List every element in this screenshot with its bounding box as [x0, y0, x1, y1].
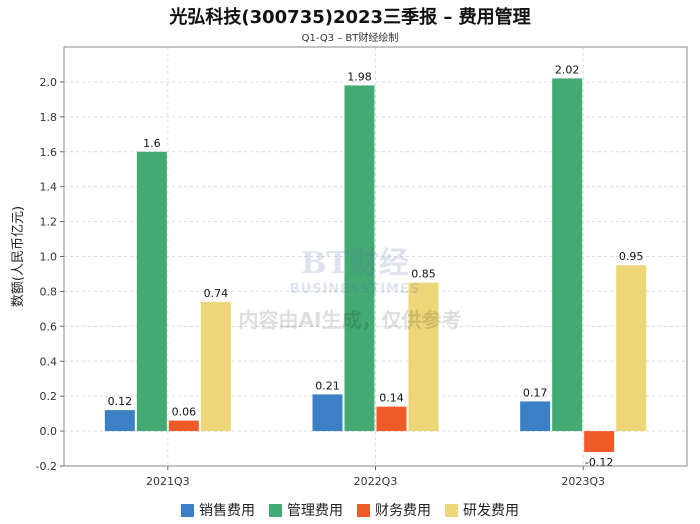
plot-frame — [63, 46, 688, 467]
data-label: 0.17 — [523, 386, 548, 399]
legend-label: 销售费用 — [199, 503, 255, 519]
legend-swatch — [445, 503, 458, 517]
x-tick-label: 2023Q3 — [561, 475, 605, 488]
legend-item: 销售费用 — [181, 500, 255, 520]
y-tick-label: 0.6 — [40, 320, 58, 333]
data-label: 0.85 — [411, 268, 436, 281]
data-label: 0.74 — [204, 287, 229, 300]
chart-title: 光弘科技(300735)2023三季报 – 费用管理 — [169, 7, 531, 28]
data-label: 0.21 — [315, 379, 340, 392]
bar — [376, 406, 407, 432]
x-tick-label: 2022Q3 — [354, 475, 398, 488]
y-tick-label: 0.4 — [40, 355, 58, 368]
data-label: 0.12 — [108, 395, 133, 408]
y-tick-label: 0.0 — [40, 425, 58, 438]
bar — [168, 420, 199, 432]
legend-label: 研发费用 — [463, 503, 519, 519]
y-tick-label: 0.2 — [40, 390, 58, 403]
data-label: 1.98 — [347, 70, 372, 83]
chart-subtitle: Q1-Q3 – BT财经绘制 — [301, 33, 399, 44]
bar — [520, 401, 551, 432]
bar — [136, 151, 167, 432]
bar — [200, 301, 231, 432]
data-label: -0.12 — [585, 456, 613, 469]
bar — [312, 394, 343, 432]
data-label: 0.95 — [619, 250, 644, 263]
y-tick-label: 0.8 — [40, 285, 58, 298]
y-tick-label: 1.2 — [40, 216, 58, 229]
legend-label: 管理费用 — [287, 503, 343, 519]
legend-label: 财务费用 — [375, 503, 431, 519]
legend-item: 财务费用 — [357, 500, 431, 520]
legend-swatch — [269, 503, 282, 517]
y-tick-label: 1.4 — [40, 181, 58, 194]
legend-swatch — [181, 503, 194, 517]
x-tick-label: 2021Q3 — [146, 475, 190, 488]
data-label: 0.14 — [379, 392, 404, 405]
bar — [344, 85, 375, 432]
data-label: 1.6 — [143, 137, 161, 150]
bar — [552, 78, 583, 432]
bar — [584, 431, 615, 453]
y-axis-label: 数额(人民币亿元) — [11, 206, 26, 307]
y-tick-label: 2.0 — [40, 76, 58, 89]
y-tick-label: 1.0 — [40, 251, 58, 264]
bar — [616, 265, 647, 432]
y-tick-label: 1.8 — [40, 111, 58, 124]
chart-legend: 销售费用 管理费用 财务费用 研发费用 — [0, 500, 700, 520]
data-label: 0.06 — [172, 406, 197, 419]
legend-swatch — [357, 503, 370, 517]
bar — [104, 410, 135, 432]
data-label: 2.02 — [555, 63, 580, 76]
legend-item: 研发费用 — [445, 500, 519, 520]
bar — [408, 282, 439, 432]
y-tick-label: 1.6 — [40, 146, 58, 159]
y-tick-label: -0.2 — [36, 460, 57, 473]
legend-item: 管理费用 — [269, 500, 343, 520]
